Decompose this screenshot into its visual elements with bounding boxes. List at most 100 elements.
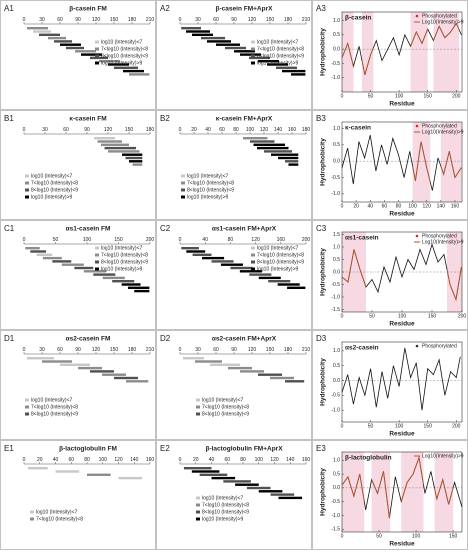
peptide-bar [277, 283, 300, 286]
legend-label: log10 (Intensity)<7 [36, 509, 77, 515]
legend-swatch [30, 517, 34, 521]
panel-title: αs2-casein FM+AprX [212, 336, 277, 343]
x-tick-label: 150 [114, 237, 123, 243]
peptide-bar [54, 40, 72, 43]
panel-title: β-casein FM+AprX [216, 6, 274, 13]
legend-label: Phosphorylated [422, 343, 457, 349]
legend-label: Phosphorylated [422, 123, 457, 129]
peptide-bar [186, 250, 206, 253]
y-tick-label: 0.5 [333, 142, 340, 148]
x-tick-label: 50 [369, 313, 375, 319]
peptide-bar [223, 480, 251, 483]
panel-title: κ-casein FM+AprX [216, 116, 273, 123]
legend-swatch [25, 181, 29, 185]
y-tick-label: -1.0 [331, 294, 340, 300]
peptide-bar [191, 470, 220, 473]
panel-border [0, 0, 156, 110]
legend-label: 7<log10 (Intensity)<8 [202, 404, 249, 410]
x-tick-label: 60 [63, 127, 69, 133]
x-tick-label: 180 [128, 17, 137, 23]
peptide-bar [60, 43, 81, 46]
peptide-bar [230, 266, 253, 270]
x-tick-label: 160 [302, 457, 311, 463]
peptide-bar [122, 153, 143, 156]
x-tick-label: 0 [23, 347, 26, 353]
peptide-bar [129, 160, 143, 163]
protein-name: αs1-casein [345, 235, 379, 242]
peptide-bar [253, 143, 285, 146]
x-tick-label: 20 [37, 457, 43, 463]
x-tick-label: 140 [130, 457, 139, 463]
panel-label: A1 [4, 4, 14, 13]
peptide-bar [74, 266, 94, 270]
y-tick-label: -0.5 [331, 282, 340, 288]
legend-label: log10 (Intensity)>9 [101, 60, 142, 66]
x-tick-label: 150 [110, 347, 119, 353]
peptide-bar [87, 473, 111, 476]
x-tick-label: 0 [341, 423, 344, 429]
peptide-bar [101, 143, 129, 146]
x-tick-label: 90 [75, 347, 81, 353]
panel-label: A3 [316, 4, 326, 13]
peptide-bar [121, 283, 141, 286]
legend-swatch [95, 253, 99, 257]
y-axis-label: Hydrophobicity [320, 468, 327, 516]
legend-swatch [25, 412, 29, 416]
legend-label: Log10(Intensity)>9 [422, 19, 464, 25]
x-tick-label: 80 [228, 237, 234, 243]
x-tick-label: 150 [428, 313, 437, 319]
legend-swatch [251, 260, 255, 264]
x-axis-label: Residue [389, 101, 415, 108]
legend-swatch [95, 54, 99, 58]
x-tick-label: 150 [266, 347, 275, 353]
peptide-bar [134, 289, 150, 293]
x-tick-label: 30 [39, 17, 45, 23]
legend-label: 7<log10 (Intensity)<8 [36, 516, 83, 522]
panel-border [156, 110, 312, 220]
peptide-bar [288, 163, 299, 166]
panel-border [156, 220, 312, 330]
legend-label: 8<log10 (Intensity)<9 [187, 187, 234, 193]
legend-swatch [95, 47, 99, 51]
x-tick-label: 120 [248, 17, 257, 23]
peptide-bar [258, 373, 282, 376]
protein-name: β-lactoglobulin [345, 455, 392, 462]
legend-swatch [415, 14, 419, 18]
peptide-bar [249, 56, 270, 60]
legend-label: 7<log10 (Intensity)<8 [257, 46, 304, 52]
peptide-bar [186, 30, 210, 33]
panel-label: C1 [4, 224, 15, 233]
x-tick-label: 120 [260, 127, 269, 133]
peptide-bar [287, 286, 306, 289]
legend-label: log10 (Intensity)<7 [257, 245, 298, 251]
x-tick-label: 160 [451, 203, 460, 209]
highlight-region [434, 452, 454, 532]
x-tick-label: 0 [23, 457, 26, 463]
x-tick-label: 200 [452, 423, 461, 429]
peptide-bar [192, 253, 212, 256]
y-tick-label: 1.0 [333, 348, 340, 354]
peptide-bar [195, 360, 222, 363]
x-tick-label: 200 [458, 313, 467, 319]
highlight-region [440, 122, 462, 202]
panel-border [0, 220, 156, 330]
legend-label: Phosphorylated [422, 233, 457, 239]
plot-frame [341, 121, 463, 203]
y-tick-label: 1.0 [333, 458, 340, 464]
legend-label: 8<log10 (Intensity)<9 [202, 411, 249, 417]
panel-label: D3 [316, 334, 327, 343]
y-tick-label: 0.0 [333, 378, 340, 384]
peptide-bar [240, 53, 261, 56]
x-tick-label: 100 [412, 533, 421, 539]
legend-swatch [415, 344, 419, 348]
legend-swatch [95, 246, 99, 250]
peptide-bar [112, 280, 135, 283]
x-tick-label: 120 [104, 127, 113, 133]
y-axis-label: Hydrophobicity [320, 358, 327, 406]
panel-label: B2 [160, 114, 170, 123]
x-tick-label: 60 [57, 17, 63, 23]
x-tick-label: 90 [231, 17, 237, 23]
peptide-bar [276, 66, 297, 69]
peptide-bar [258, 490, 283, 493]
peptide-bar [216, 43, 240, 46]
